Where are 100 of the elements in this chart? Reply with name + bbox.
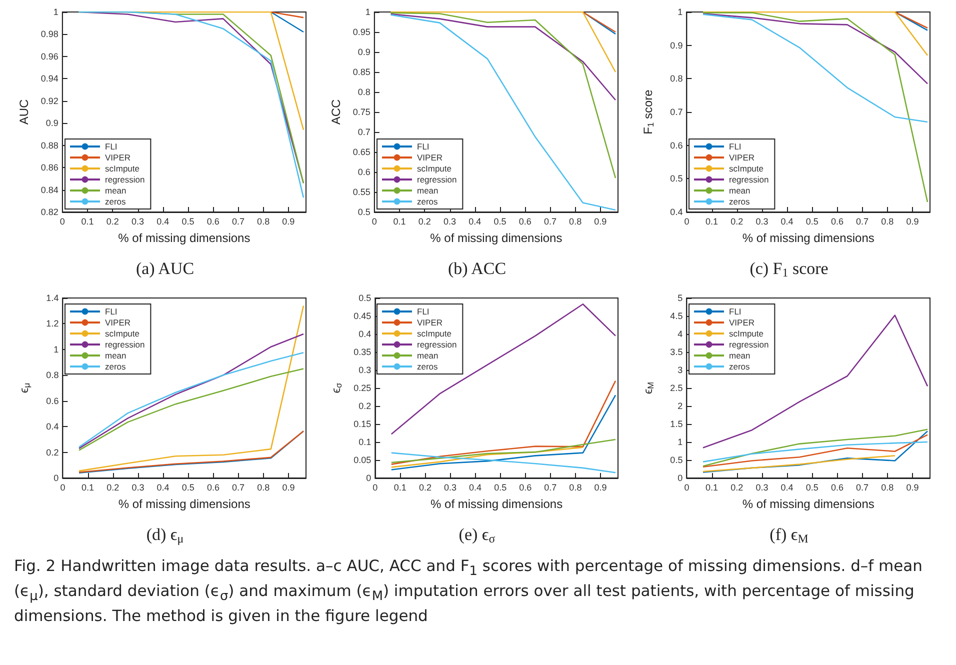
line-series xyxy=(390,14,616,211)
x-tick-label: 0.8 xyxy=(881,216,894,226)
y-tick-label: 1 xyxy=(678,7,683,17)
x-axis-title: % of missing dimensions xyxy=(742,231,874,245)
y-tick-label: 0.9 xyxy=(46,118,58,128)
x-tick-label: 0.5 xyxy=(806,482,818,492)
x-tick-label: 0.3 xyxy=(443,216,456,226)
x-tick-label: 0.2 xyxy=(418,216,431,226)
x-tick-label: 0.1 xyxy=(706,482,718,492)
y-axis-title: ϵM xyxy=(641,382,656,394)
x-tick-label: 0.2 xyxy=(418,482,432,492)
y-tick-label: 1 xyxy=(365,7,370,17)
y-tick-label: 0.85 xyxy=(352,67,370,77)
line-series xyxy=(702,428,928,467)
legend-label: FLI xyxy=(105,306,118,316)
y-tick-label: 3.5 xyxy=(670,347,683,357)
legend-label: scImpute xyxy=(729,164,764,174)
x-tick-label: 0.5 xyxy=(494,482,507,492)
legend-label: VIPER xyxy=(729,152,755,162)
x-axis-title: % of missing dimensions xyxy=(430,497,563,511)
x-tick-label: 0 xyxy=(684,482,690,492)
y-tick-label: 0.2 xyxy=(46,447,59,458)
line-series xyxy=(390,303,616,435)
y-tick-label: 0.1 xyxy=(358,437,372,447)
y-tick-label: 0.15 xyxy=(354,419,372,429)
x-tick-label: 0.5 xyxy=(182,216,194,226)
y-tick-label: 1.2 xyxy=(46,318,59,329)
x-tick-label: 0.8 xyxy=(881,482,894,492)
x-tick-label: 0.5 xyxy=(806,216,818,226)
legend-label: scImpute xyxy=(417,164,452,174)
x-tick-label: 0.9 xyxy=(906,216,919,226)
x-tick-label: 0.4 xyxy=(780,216,794,226)
x-tick-label: 0.5 xyxy=(182,482,194,492)
y-axis-title: ACC xyxy=(329,99,343,125)
x-tick-label: 0.8 xyxy=(569,216,582,226)
x-tick-label: 0.5 xyxy=(494,216,506,226)
line-series xyxy=(390,380,616,465)
line-series xyxy=(78,352,304,448)
y-tick-label: 0.2 xyxy=(358,401,372,411)
legend-label: regression xyxy=(729,340,769,350)
line-series xyxy=(390,446,584,468)
line-series xyxy=(702,14,928,123)
y-axis-title: F1 score xyxy=(641,89,656,134)
legend-label: regression xyxy=(105,340,145,350)
y-tick-label: 0.82 xyxy=(40,207,58,217)
y-tick-label: 0.5 xyxy=(670,455,683,465)
x-tick-label: 0.6 xyxy=(830,482,844,492)
y-tick-label: 0.7 xyxy=(358,127,370,137)
legend-label: mean xyxy=(105,350,127,360)
x-tick-label: 0.4 xyxy=(469,482,482,492)
x-tick-label: 0.6 xyxy=(518,216,532,226)
x-tick-label: 0.9 xyxy=(282,216,295,226)
y-tick-label: 3 xyxy=(678,365,683,375)
x-tick-label: 0.1 xyxy=(394,482,406,492)
text: Fig. 2 Handwritten image data results. a–c AUC, ACC and F$_{1}$ scores with percentage of missing dimensions. d–f mean (ϵ$_{μ}$), standard deviation (ϵ$_{σ}$) and maximum (ϵ$_{M}$) imputation errors over all test patients, with percentage of missing dimensions. The method is given in the figure legend xyxy=(14,557,922,626)
y-tick-label: 0.4 xyxy=(46,422,59,432)
legend-label: regression xyxy=(417,340,457,350)
line-series xyxy=(390,452,616,474)
line-series xyxy=(390,394,616,470)
y-tick-label: 0.6 xyxy=(46,396,59,406)
line-series xyxy=(702,455,896,472)
legend-label: scImpute xyxy=(417,328,452,338)
y-tick-label: 0.98 xyxy=(40,29,58,40)
y-tick-label: 1 xyxy=(53,7,58,17)
legend-label: zeros xyxy=(417,362,438,372)
x-tick-label: 0.7 xyxy=(856,482,869,492)
text: (a) AUC xyxy=(136,259,194,278)
legend-label: regression xyxy=(729,174,769,184)
x-tick-label: 0.4 xyxy=(156,216,170,226)
y-axis-title: AUC xyxy=(17,99,31,125)
y-tick-label: 0.35 xyxy=(354,347,372,357)
x-tick-label: 0.4 xyxy=(468,216,482,226)
y-tick-label: 1 xyxy=(54,344,59,354)
y-tick-label: 0.84 xyxy=(40,184,58,195)
legend-label: zeros xyxy=(105,362,126,372)
y-tick-label: 5 xyxy=(678,293,683,303)
x-tick-label: 0.1 xyxy=(393,216,406,226)
legend-label: VIPER xyxy=(105,318,131,328)
y-tick-label: 1 xyxy=(678,437,683,447)
x-tick-label: 0.8 xyxy=(569,482,582,492)
x-tick-label: 0.8 xyxy=(257,482,270,492)
x-tick-label: 0.7 xyxy=(544,216,556,226)
y-tick-label: 0.95 xyxy=(352,27,370,37)
line-series xyxy=(78,305,304,472)
y-tick-label: 0.4 xyxy=(358,329,372,339)
y-tick-label: 0.8 xyxy=(670,74,683,84)
x-tick-label: 0.2 xyxy=(106,216,119,226)
y-tick-label: 1.4 xyxy=(46,293,59,303)
y-tick-label: 0.94 xyxy=(40,74,58,84)
y-tick-label: 0.4 xyxy=(670,207,683,217)
y-axis-title: ϵσ xyxy=(329,382,344,394)
x-tick-label: 0.2 xyxy=(730,216,744,226)
x-tick-label: 0.7 xyxy=(856,216,869,226)
legend-label: VIPER xyxy=(105,152,131,162)
y-tick-label: 0 xyxy=(678,473,683,483)
x-tick-label: 0.4 xyxy=(780,482,794,492)
x-axis-title: % of missing dimensions xyxy=(430,231,562,245)
y-tick-label: 1.5 xyxy=(670,419,683,429)
x-axis-title: % of missing dimensions xyxy=(742,497,874,511)
y-tick-label: 0.88 xyxy=(40,140,58,150)
